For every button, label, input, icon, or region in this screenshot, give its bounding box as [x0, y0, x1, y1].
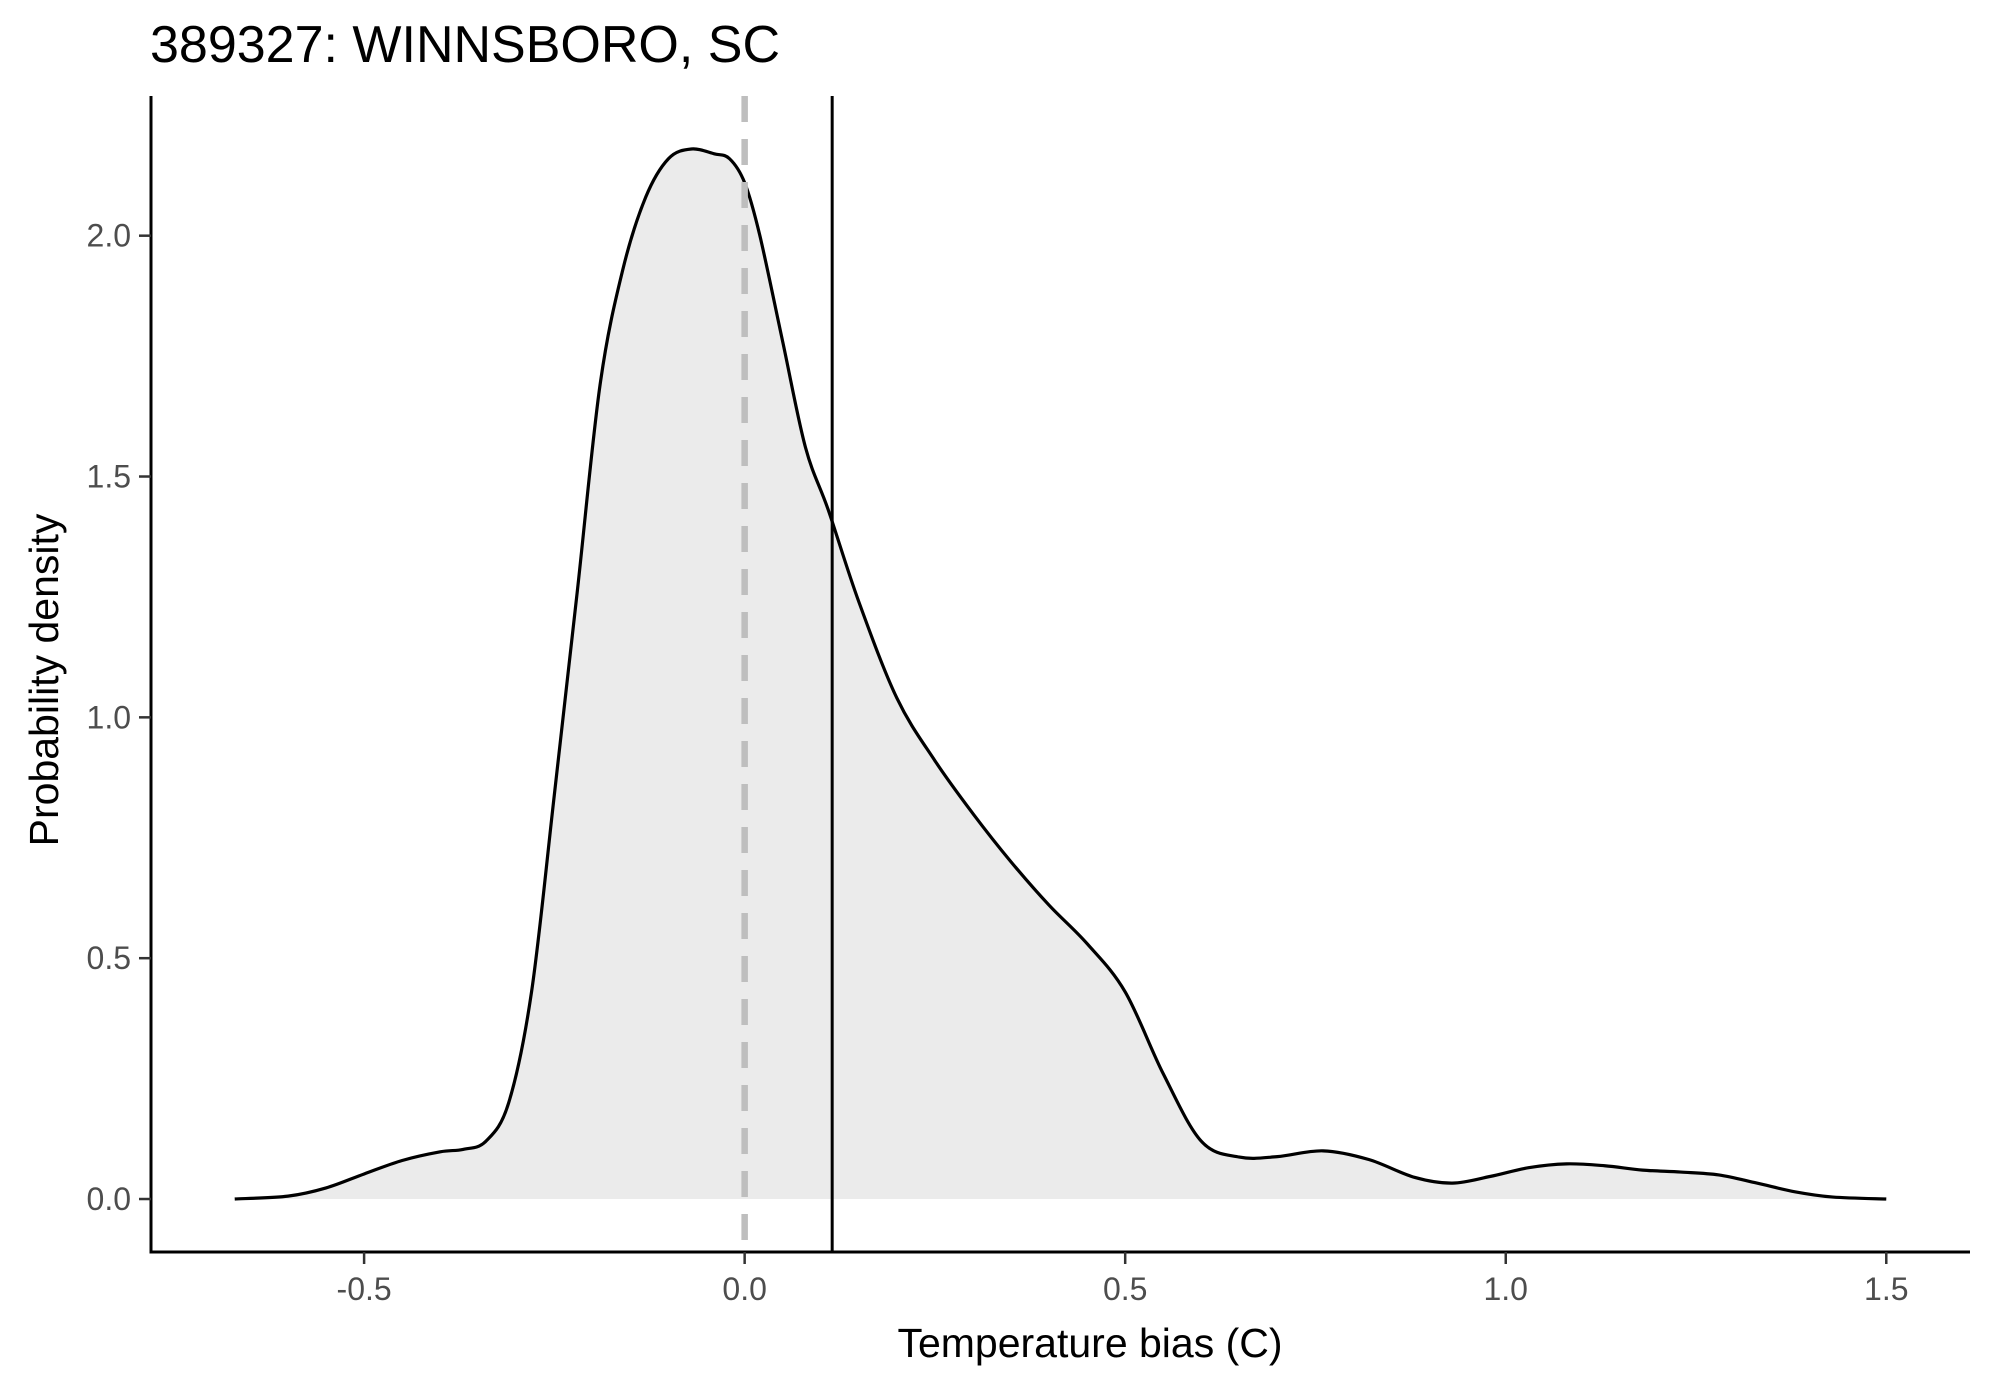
plot-area — [234, 96, 1887, 1252]
axes: -0.5 0.0 0.5 1.0 1.5 0.0 0.5 1.0 1.5 2.0 — [87, 96, 1970, 1307]
y-tick-label: 0.0 — [87, 1181, 131, 1217]
y-axis-title: Probability density — [21, 513, 67, 846]
y-tick-label: 1.5 — [87, 459, 131, 495]
x-axis-title: Temperature bias (C) — [897, 1320, 1282, 1366]
y-tick-label: 1.0 — [87, 699, 131, 735]
x-tick-label: 1.5 — [1864, 1271, 1908, 1307]
density-curve-0 — [234, 147, 1887, 1201]
x-tick-label: -0.5 — [337, 1271, 392, 1307]
x-tick-label: 0.5 — [1103, 1271, 1147, 1307]
y-tick-label: 2.0 — [87, 218, 131, 254]
chart-title: 389327: WINNSBORO, SC — [150, 16, 780, 74]
x-tick-label: 1.0 — [1483, 1271, 1527, 1307]
y-tick-label: 0.5 — [87, 940, 131, 976]
density-area-0 — [234, 148, 1887, 1200]
x-tick-label: 0.0 — [722, 1271, 766, 1307]
